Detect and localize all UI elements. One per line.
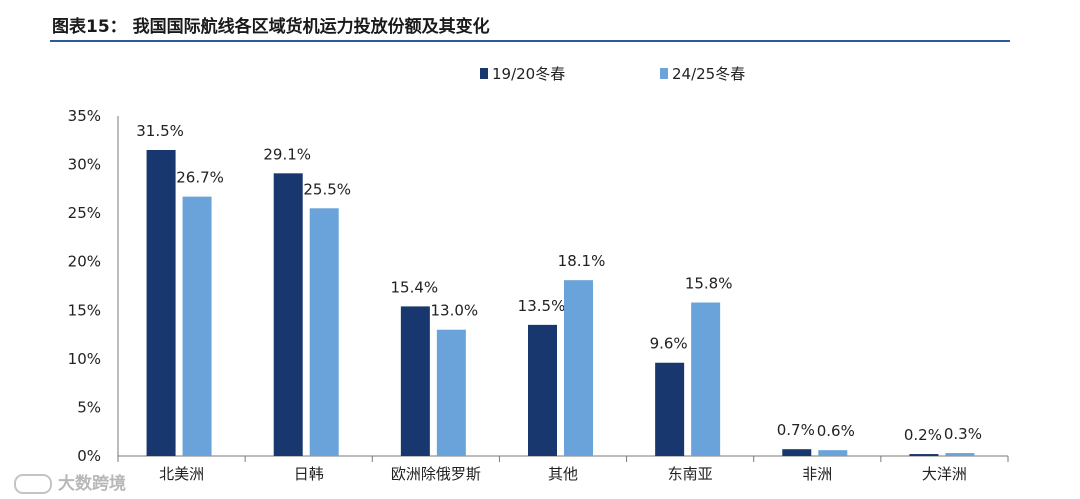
chart-axes: 0% 5% 10% 15% 20% 25% 30% 35% 北美洲 日韩 欧洲除俄罗斯 其他 东南亚 非洲…: [68, 107, 1009, 483]
bar-series2: [436, 329, 466, 456]
category-label: 日韩: [294, 465, 324, 483]
category-label: 欧洲除俄罗斯: [391, 465, 481, 483]
data-label: 0.3%: [944, 425, 982, 443]
bar-series2: [309, 208, 339, 456]
data-label: 25.5%: [303, 180, 351, 198]
data-label: 0.7%: [777, 421, 815, 439]
y-tick-label: 35%: [68, 107, 101, 125]
bar-series1: [273, 173, 303, 457]
bar-series1: [528, 324, 557, 456]
y-tick-label: 30%: [68, 156, 101, 174]
chart-legend: 19/20冬春 24/25冬春: [480, 65, 745, 83]
data-label: 9.6%: [650, 335, 688, 353]
legend-swatch: [480, 68, 488, 79]
bar-series2: [182, 196, 212, 456]
bar-series1: [400, 306, 430, 456]
watermark: 大数跨境: [14, 469, 126, 494]
watermark-logo-icon: [14, 474, 52, 494]
title-rule: [50, 40, 1010, 42]
bar-series1: [909, 454, 939, 456]
data-label: 31.5%: [136, 122, 184, 140]
bar-series2: [564, 280, 593, 456]
bar-series2: [945, 453, 975, 456]
bar-series2: [691, 302, 721, 456]
legend-label: 19/20冬春: [492, 65, 565, 83]
chart-header: 图表15： 我国国际航线各区域货机运力投放份额及其变化: [0, 0, 1080, 44]
category-label: 大洋洲: [922, 465, 967, 483]
bar-series1: [782, 449, 812, 456]
category-label: 东南亚: [668, 465, 713, 483]
y-tick-label: 5%: [77, 398, 101, 416]
category-label: 其他: [548, 465, 578, 483]
bar-series2: [818, 450, 848, 456]
data-label: 13.5%: [518, 297, 566, 315]
data-label: 29.1%: [263, 145, 311, 163]
legend-swatch: [660, 68, 668, 79]
watermark-text: 大数跨境: [58, 474, 126, 494]
y-tick-label: 0%: [77, 447, 101, 465]
y-tick-label: 20%: [68, 253, 101, 271]
data-label: 26.7%: [176, 169, 224, 187]
data-label: 15.8%: [685, 275, 733, 293]
bar-series1: [655, 362, 685, 456]
y-tick-label: 15%: [68, 301, 101, 319]
y-tick-label: 10%: [68, 350, 101, 368]
data-label: 13.0%: [431, 302, 479, 320]
data-label: 18.1%: [558, 252, 606, 270]
data-label: 0.2%: [904, 426, 942, 444]
category-label: 非洲: [802, 465, 832, 483]
y-tick-label: 25%: [68, 204, 101, 222]
chart-bars: 31.5% 29.1% 15.4% 13.5% 9.6% 0.7% 0.2% 26.7% 25.…: [136, 122, 982, 457]
legend-label: 24/25冬春: [672, 65, 745, 83]
data-label: 0.6%: [817, 422, 855, 440]
bar-series1: [146, 150, 176, 456]
figure-title: 图表15： 我国国际航线各区域货机运力投放份额及其变化: [52, 17, 490, 37]
category-label: 北美洲: [159, 465, 204, 483]
data-label: 15.4%: [391, 278, 439, 296]
